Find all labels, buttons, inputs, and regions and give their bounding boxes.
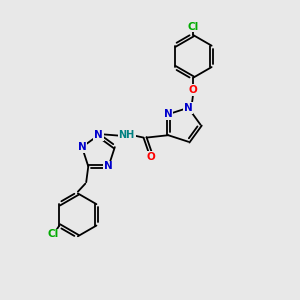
Text: Cl: Cl — [47, 230, 58, 239]
Text: O: O — [146, 152, 155, 162]
Text: N: N — [164, 109, 172, 119]
Text: O: O — [189, 85, 197, 95]
Text: N: N — [104, 161, 113, 171]
Text: Cl: Cl — [188, 22, 199, 32]
Text: N: N — [78, 142, 86, 152]
Text: N: N — [94, 130, 103, 140]
Text: NH: NH — [118, 130, 135, 140]
Text: N: N — [184, 103, 193, 113]
